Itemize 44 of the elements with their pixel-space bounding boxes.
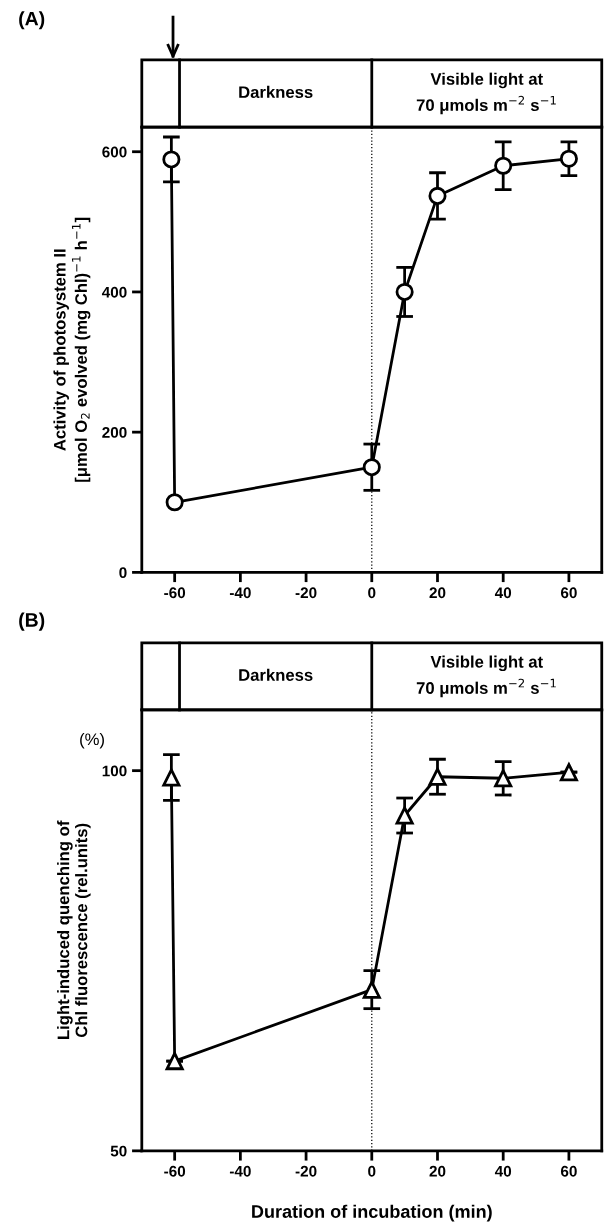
x-tick-label: 0 — [368, 1165, 376, 1177]
x-tick-label: 60 — [560, 587, 577, 599]
point — [162, 150, 181, 169]
x-tick-label: -20 — [295, 587, 317, 599]
x-tick-label: 40 — [494, 587, 512, 599]
point — [494, 769, 513, 788]
point — [494, 156, 513, 175]
y-axis-title: Activity of photosystem II [μmol O$_{2}$ evolved (mg Chl)$^{−1}$ h$^{−1}$] — [53, 217, 91, 482]
y-tick-label: 600 — [102, 146, 127, 158]
y-tick-label: 100 — [102, 765, 127, 777]
y-tick-label: 50 — [110, 1145, 127, 1157]
x-tick-label: 40 — [494, 1165, 512, 1177]
x-tick-label: -40 — [229, 1165, 251, 1177]
y-tick-label: 0 — [119, 567, 127, 579]
text: (%) — [80, 732, 104, 749]
point — [162, 768, 181, 787]
point — [428, 186, 447, 205]
chart-title: (B) — [19, 612, 45, 631]
text: Darkness — [239, 85, 313, 99]
x-tick-label: -60 — [164, 1165, 186, 1177]
point — [165, 493, 184, 512]
point — [559, 763, 578, 782]
x-tick-label: -40 — [229, 587, 251, 599]
x-tick-label: 20 — [429, 587, 446, 599]
point — [165, 1052, 184, 1071]
point — [395, 282, 414, 301]
y-tick-label: 200 — [102, 427, 127, 438]
text: Darkness — [239, 668, 313, 681]
point — [428, 767, 447, 786]
point — [362, 458, 381, 477]
point — [395, 806, 414, 825]
x-tick-label: -20 — [295, 1165, 317, 1177]
text: Visible light at 70 μmols m$^{−2}$ s$^{−1}$ — [416, 72, 556, 115]
x-tick-label: 60 — [560, 1165, 577, 1177]
chart-title: (A) — [19, 11, 45, 30]
y-axis-title: Light-induced quenching of Chl fluorescence (rel.units) — [57, 820, 91, 1039]
point — [559, 149, 578, 168]
y-tick-label: 400 — [101, 286, 127, 298]
x-tick-label: 0 — [368, 587, 376, 599]
text: Visible light at 70 μmols m$^{−2}$ s$^{−1}$ — [416, 655, 556, 698]
x-axis-title: Duration of incubation (min) — [252, 1204, 492, 1222]
x-tick-label: 20 — [429, 1165, 446, 1177]
point — [362, 980, 381, 999]
x-tick-label: -60 — [164, 587, 186, 599]
